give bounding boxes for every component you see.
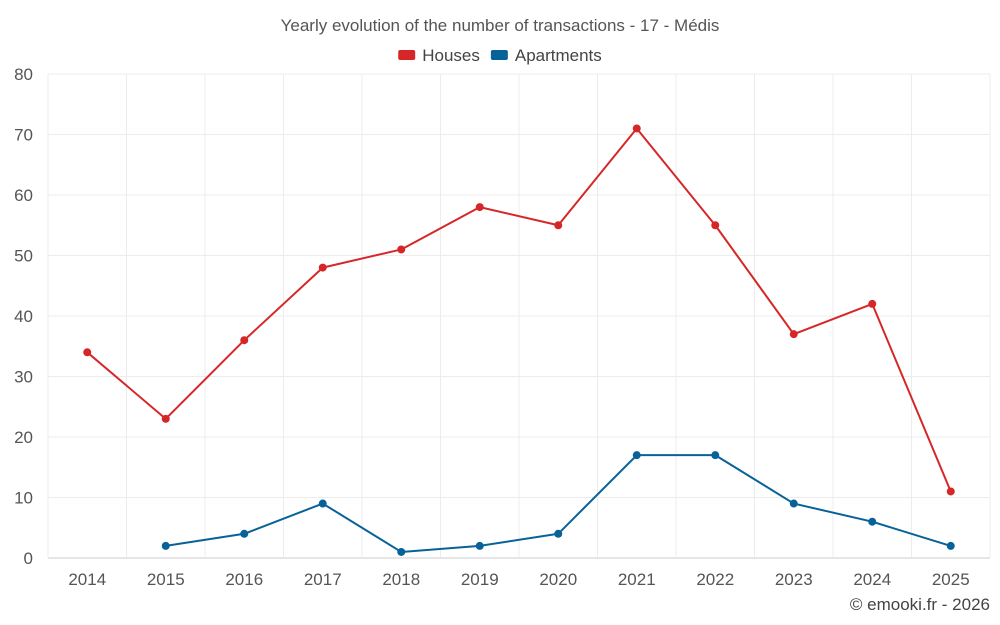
data-point[interactable] [554,221,563,230]
legend-item-houses[interactable]: Houses [398,46,480,65]
legend-label: Houses [422,46,480,65]
x-tick-label: 2016 [225,570,263,589]
data-point[interactable] [475,541,484,550]
series-apartments [161,451,955,556]
data-point[interactable] [161,541,170,550]
data-point[interactable] [632,124,641,133]
data-point[interactable] [789,499,798,508]
x-tick-label: 2018 [382,570,420,589]
y-tick-label: 70 [14,126,33,145]
credit-text: © emooki.fr - 2026 [850,595,990,614]
data-point[interactable] [397,245,406,254]
data-point[interactable] [475,203,484,212]
legend: Houses Apartments [398,46,602,65]
y-tick-label: 30 [14,368,33,387]
y-tick-label: 0 [24,549,33,568]
data-point[interactable] [789,330,798,339]
data-point[interactable] [240,529,249,538]
data-point[interactable] [711,451,720,460]
chart-title: Yearly evolution of the number of transa… [281,16,720,35]
legend-swatch [398,50,416,60]
y-tick-label: 10 [14,489,33,508]
x-tick-label: 2024 [853,570,891,589]
series-line [86,127,952,492]
data-point[interactable] [868,517,877,526]
legend-swatch [490,50,508,60]
data-point[interactable] [711,221,720,230]
data-point[interactable] [83,348,92,357]
x-tick-label: 2015 [147,570,185,589]
x-tick-label: 2022 [696,570,734,589]
legend-label: Apartments [515,46,602,65]
x-tick-label: 2020 [539,570,577,589]
data-point[interactable] [161,414,170,423]
grid [47,73,991,559]
data-point[interactable] [554,529,563,538]
x-tick-label: 2014 [68,570,106,589]
y-axis: 0 10 20 30 40 50 60 70 80 [14,65,33,568]
data-point[interactable] [946,487,955,496]
x-tick-label: 2025 [932,570,970,589]
y-tick-label: 20 [14,428,33,447]
x-tick-label: 2017 [304,570,342,589]
x-tick-label: 2023 [775,570,813,589]
data-point[interactable] [946,541,955,550]
data-point[interactable] [240,336,249,345]
y-tick-label: 80 [14,65,33,84]
series-layer [83,124,955,556]
y-tick-label: 50 [14,247,33,266]
data-point[interactable] [318,263,327,272]
data-point[interactable] [397,547,406,556]
y-tick-label: 60 [14,186,33,205]
y-tick-label: 40 [14,307,33,326]
x-tick-label: 2019 [461,570,499,589]
data-point[interactable] [868,299,877,308]
x-tick-label: 2021 [618,570,656,589]
series-houses [83,124,955,496]
x-axis: 2014 2015 2016 2017 2018 2019 2020 2021 2022 2023… [68,570,969,589]
legend-item-apartments[interactable]: Apartments [490,46,602,65]
data-point[interactable] [632,451,641,460]
data-point[interactable] [318,499,327,508]
